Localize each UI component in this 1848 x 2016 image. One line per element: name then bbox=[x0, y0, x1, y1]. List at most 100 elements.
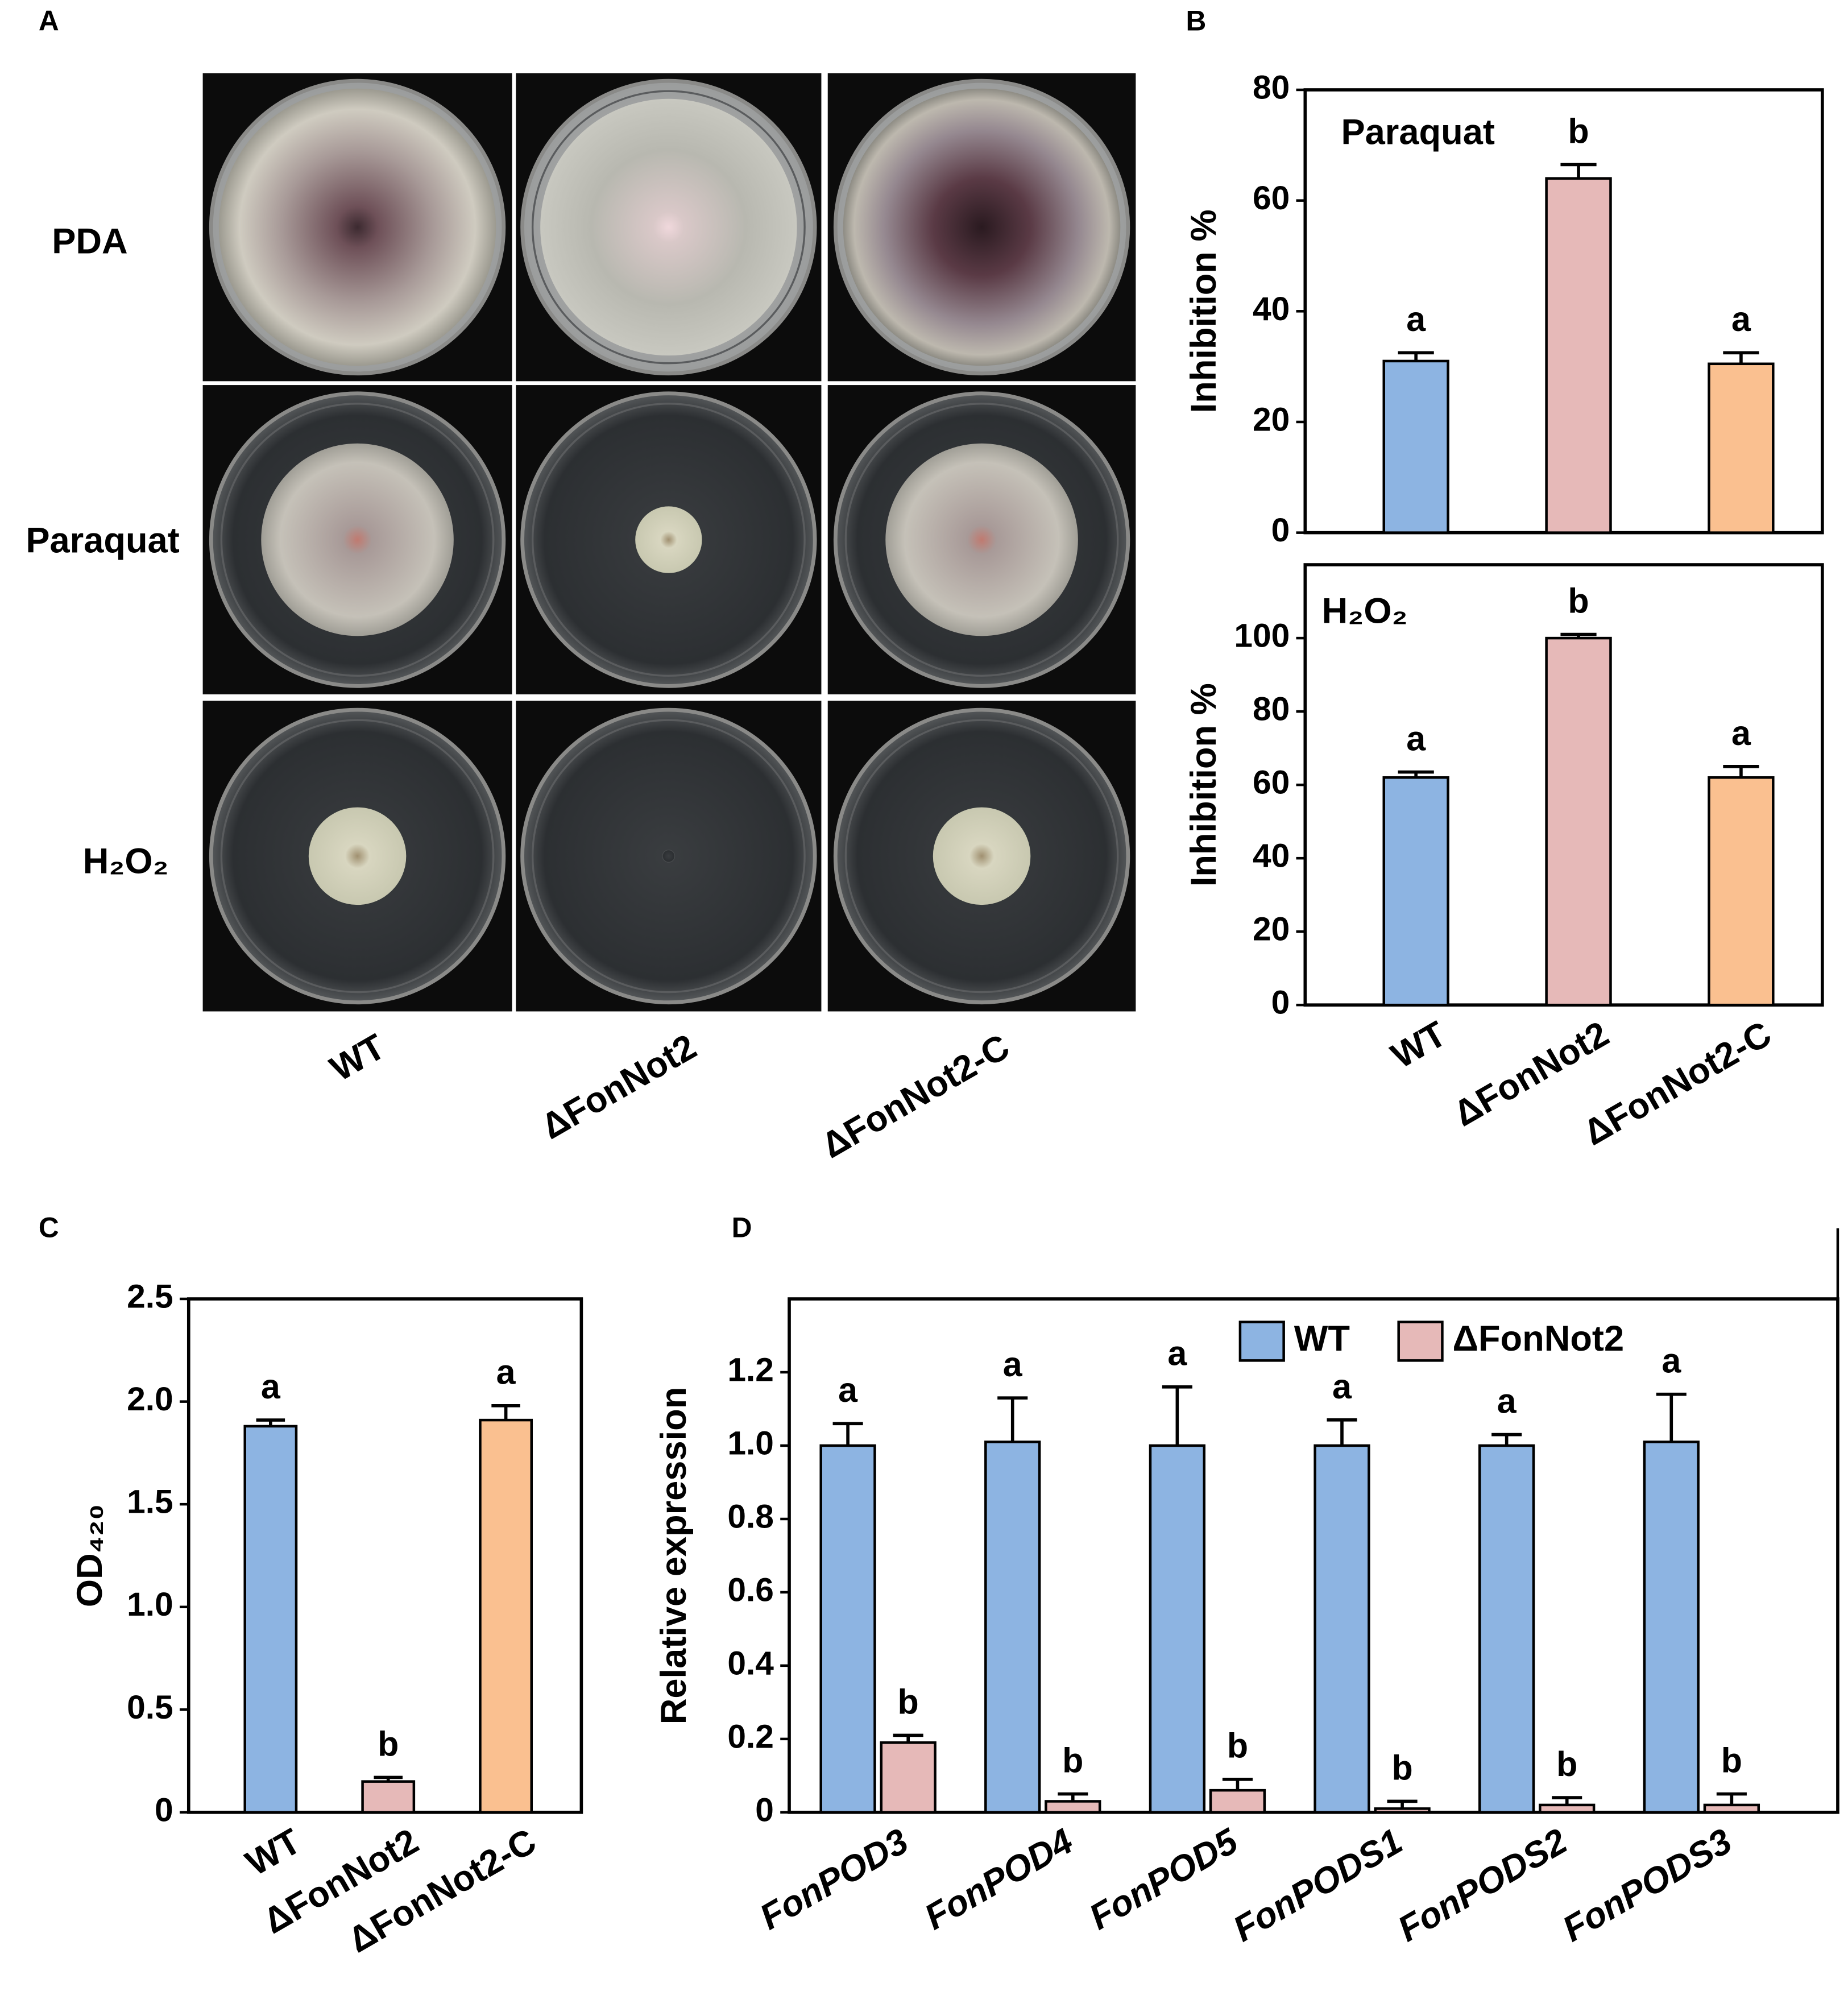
legend-swatch bbox=[1238, 1320, 1285, 1362]
significance-letter: a bbox=[496, 1353, 516, 1392]
y-axis-label: Inhibition % bbox=[1184, 209, 1224, 413]
dish-rim bbox=[844, 719, 1119, 993]
error-bar bbox=[1327, 1418, 1357, 1446]
y-tick-label: 1.5 bbox=[127, 1484, 173, 1521]
row-label: Paraquat bbox=[26, 520, 179, 560]
colony bbox=[218, 88, 496, 366]
error-bar bbox=[832, 1422, 863, 1446]
bar bbox=[1209, 1789, 1266, 1814]
dish-rim bbox=[531, 90, 806, 365]
colony bbox=[635, 506, 702, 573]
error-bar bbox=[1560, 632, 1597, 639]
significance-letter: a bbox=[1497, 1382, 1517, 1421]
x-tick-label: FonPOD5 bbox=[1083, 1821, 1245, 1938]
colony bbox=[540, 98, 797, 356]
significance-letter: a bbox=[1731, 714, 1751, 752]
error-bar bbox=[256, 1418, 285, 1426]
annotation: Paraquat bbox=[1341, 113, 1495, 152]
bar bbox=[1708, 362, 1775, 534]
y-tick-label: 0 bbox=[1271, 512, 1290, 549]
x-tick-label: FonPODS3 bbox=[1556, 1821, 1739, 1949]
significance-letter: a bbox=[1661, 1342, 1681, 1380]
significance-letter: a bbox=[1003, 1345, 1023, 1384]
error-bar bbox=[1491, 1433, 1522, 1446]
bar bbox=[1478, 1444, 1535, 1814]
row-label: H₂O₂ bbox=[83, 842, 169, 881]
bar bbox=[1149, 1444, 1206, 1814]
significance-letter: a bbox=[1406, 300, 1426, 338]
error-bar bbox=[1656, 1392, 1687, 1442]
significance-letter: b bbox=[1556, 1745, 1577, 1783]
error-bar bbox=[1222, 1777, 1253, 1791]
colony bbox=[843, 88, 1121, 366]
significance-letter: a bbox=[1406, 719, 1426, 757]
colony bbox=[308, 807, 407, 905]
panel-label: A bbox=[39, 5, 59, 37]
significance-letter: b bbox=[898, 1682, 919, 1721]
bar bbox=[1374, 1807, 1431, 1814]
dish-rim bbox=[220, 403, 495, 677]
y-tick-label: 80 bbox=[1253, 691, 1290, 728]
y-tick-label: 0 bbox=[755, 1791, 774, 1828]
bar bbox=[1545, 177, 1612, 534]
bar bbox=[1314, 1444, 1370, 1814]
y-tick-label: 0 bbox=[155, 1791, 173, 1828]
significance-letter: b bbox=[378, 1724, 399, 1763]
bar bbox=[1382, 776, 1449, 1007]
y-tick-label: 60 bbox=[1253, 180, 1290, 217]
y-tick-label: 0.2 bbox=[727, 1718, 774, 1755]
significance-letter: a bbox=[1332, 1367, 1352, 1406]
error-bar bbox=[1716, 1792, 1747, 1805]
y-tick-label: 0.8 bbox=[727, 1498, 774, 1535]
x-tick-label: FonPOD4 bbox=[918, 1821, 1079, 1938]
significance-letter: a bbox=[1167, 1334, 1187, 1373]
x-tick-label: WT bbox=[1385, 1014, 1453, 1077]
error-bar bbox=[1387, 1799, 1418, 1809]
colony bbox=[662, 850, 676, 863]
significance-letter: b bbox=[1721, 1741, 1742, 1780]
significance-letter: a bbox=[1731, 300, 1751, 338]
bar bbox=[1703, 1803, 1760, 1814]
panel-label: D bbox=[732, 1211, 752, 1243]
error-bar bbox=[1723, 765, 1759, 778]
x-tick-label: WT bbox=[239, 1821, 308, 1883]
y-tick-label: 0 bbox=[1271, 984, 1290, 1021]
significance-letter: b bbox=[1391, 1748, 1412, 1787]
y-tick-label: 0.5 bbox=[127, 1689, 173, 1726]
y-tick-label: 1.0 bbox=[127, 1586, 173, 1623]
error-bar bbox=[1398, 770, 1434, 778]
y-tick-label: 100 bbox=[1234, 618, 1290, 655]
error-bar bbox=[997, 1396, 1028, 1442]
y-tick-label: 2.5 bbox=[127, 1278, 173, 1315]
bar bbox=[1382, 359, 1449, 534]
y-tick-label: 60 bbox=[1253, 764, 1290, 801]
significance-letter: b bbox=[1568, 111, 1589, 150]
column-label: ΔFonNot2 bbox=[534, 1026, 703, 1146]
y-tick-label: 80 bbox=[1253, 69, 1290, 106]
y-tick-label: 20 bbox=[1253, 401, 1290, 438]
error-bar bbox=[1723, 351, 1759, 364]
error-bar bbox=[1398, 351, 1434, 361]
column-label: WT bbox=[324, 1026, 392, 1089]
legend-label: WT bbox=[1294, 1319, 1350, 1359]
bar bbox=[880, 1741, 937, 1814]
colony bbox=[933, 807, 1031, 905]
y-tick-label: 0.6 bbox=[727, 1571, 774, 1608]
row-label: PDA bbox=[52, 222, 127, 262]
bar bbox=[1539, 1803, 1596, 1814]
significance-letter: a bbox=[261, 1367, 281, 1406]
error-bar bbox=[491, 1404, 520, 1421]
bar bbox=[243, 1425, 298, 1814]
x-tick-label: FonPODS2 bbox=[1391, 1821, 1574, 1949]
x-tick-label: FonPOD3 bbox=[753, 1821, 915, 1938]
photo-grid bbox=[202, 73, 1136, 1012]
y-tick-label: 1.0 bbox=[727, 1425, 774, 1462]
dish-rim bbox=[531, 719, 806, 993]
y-axis-label: OD₄₂₀ bbox=[70, 1504, 110, 1607]
error-bar bbox=[893, 1733, 923, 1743]
significance-letter: b bbox=[1568, 582, 1589, 620]
bar bbox=[1045, 1800, 1101, 1814]
significance-letter: b bbox=[1227, 1727, 1248, 1765]
bar bbox=[984, 1440, 1041, 1814]
